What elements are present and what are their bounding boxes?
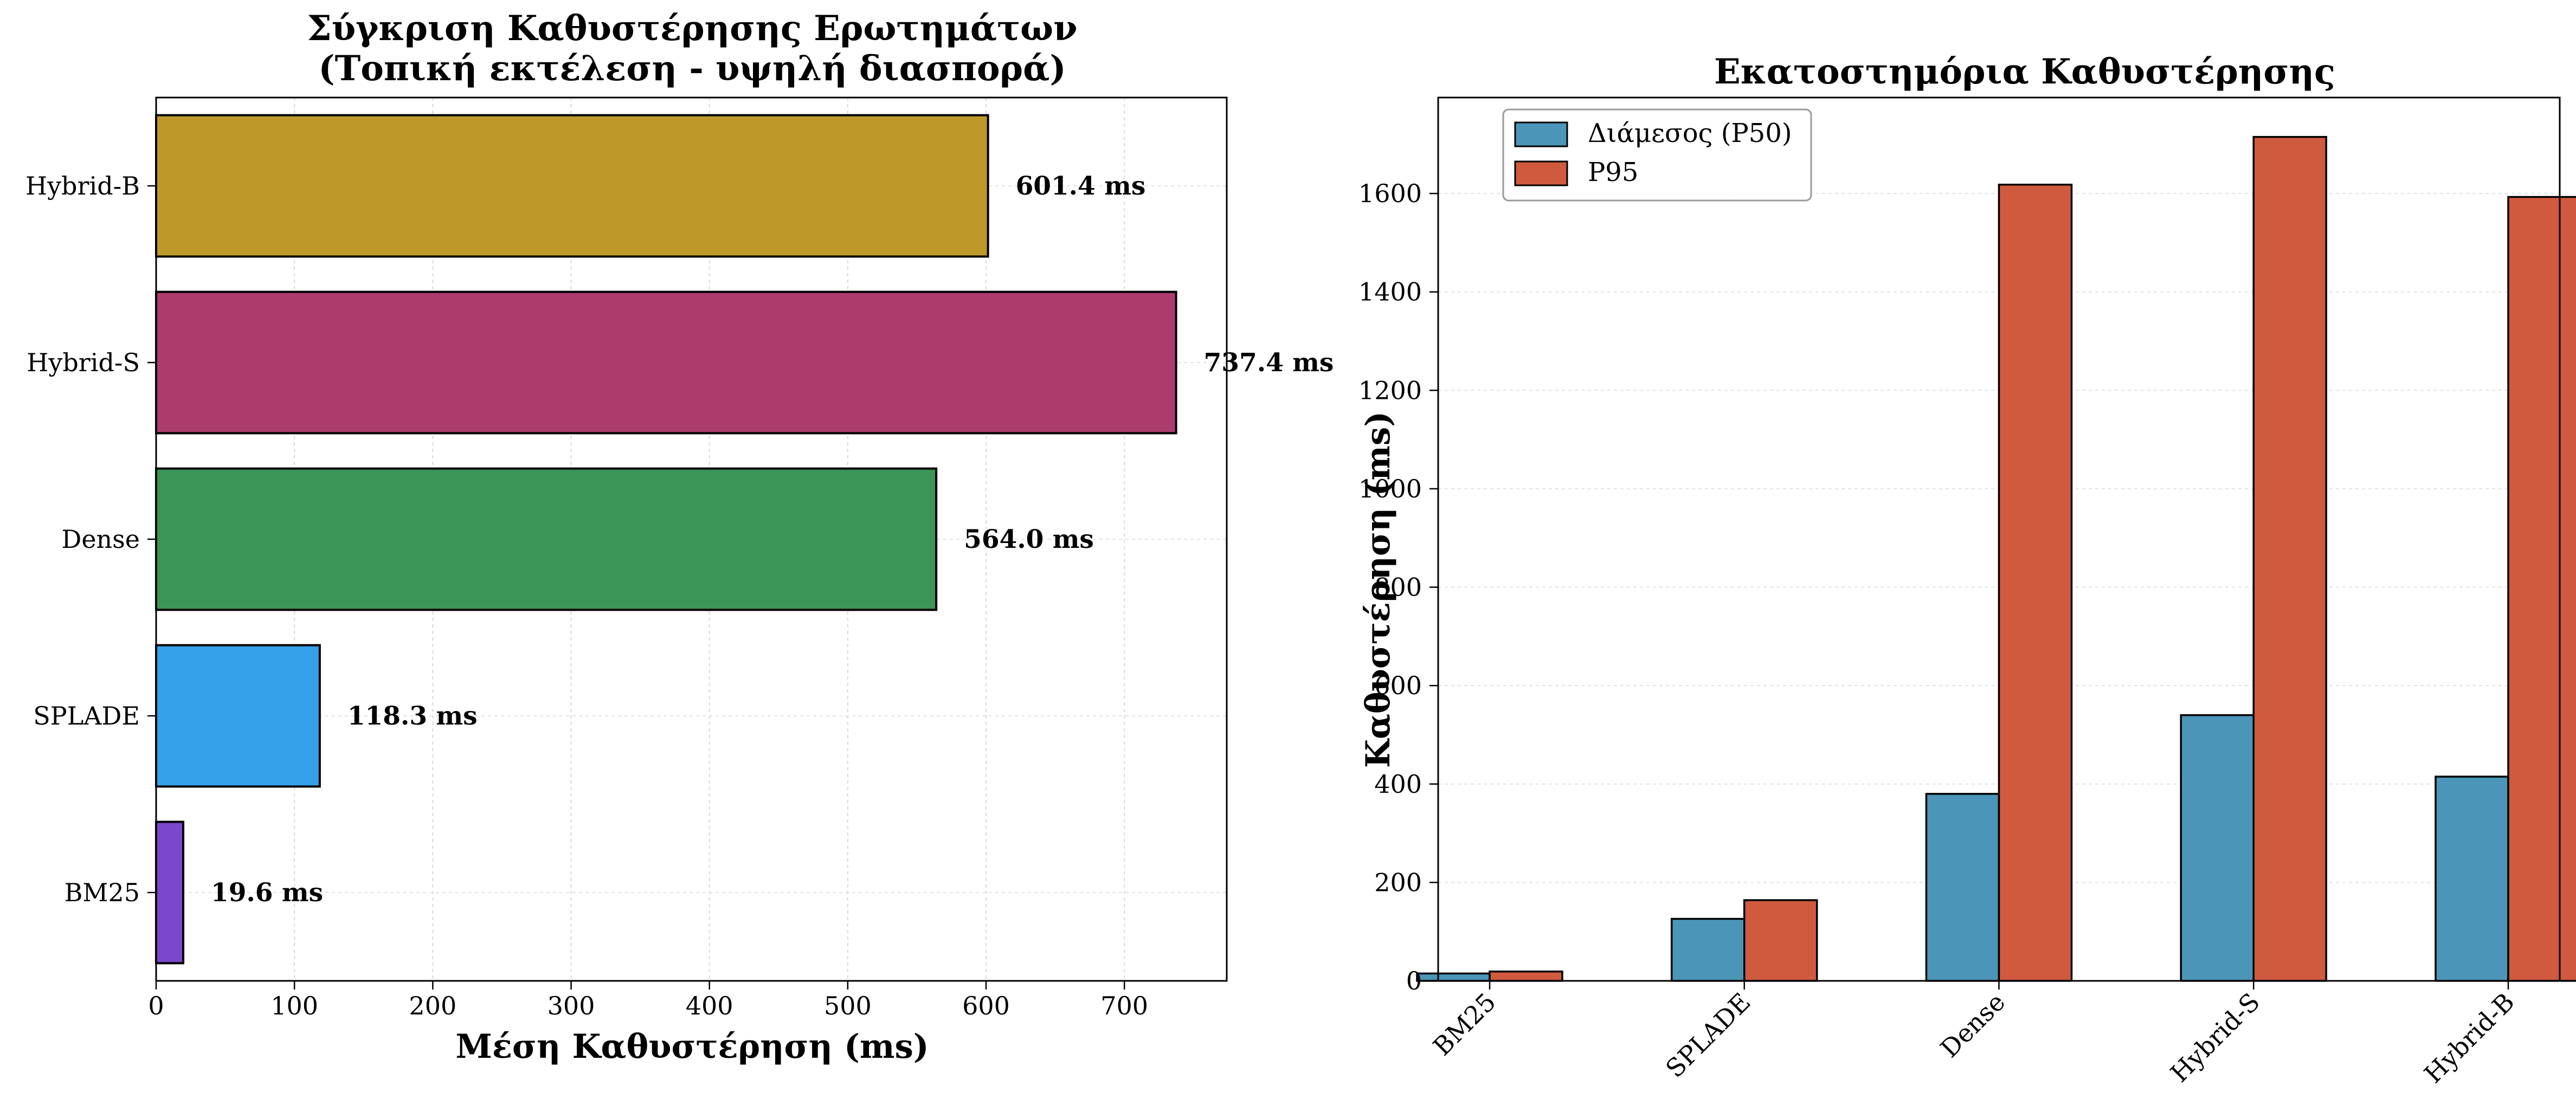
right-bar-p50-splade (1671, 917, 1746, 982)
right-chart-title: Εκατοστημόρια Καθυστέρησης (1714, 51, 2335, 92)
right-y-tick-label: 1000 (1358, 474, 1422, 503)
right-bar-p50-dense (1925, 793, 2000, 982)
right-x-tick-label: Hybrid-S (2165, 987, 2265, 1088)
left-x-tick-label: 0 (148, 991, 164, 1020)
left-bar-dense (155, 467, 938, 611)
right-y-tick-label: 1400 (1358, 277, 1422, 307)
left-chart-x-axis-label: Μέση Καθυστέρηση (ms) (455, 1027, 929, 1066)
right-bar-p95-hybrid-b (2507, 196, 2576, 982)
legend-swatch-p95 (1514, 160, 1568, 186)
right-bar-p50-bm25 (1416, 972, 1491, 982)
left-bar-bm25 (155, 820, 185, 965)
left-y-tick-label: Hybrid-S (27, 348, 140, 377)
right-y-tick-label: 0 (1406, 966, 1422, 995)
legend-label-p50: Διάμεσος (P50) (1588, 118, 1792, 148)
right-chart-legend: Διάμεσος (P50) P95 (1502, 108, 1812, 202)
left-chart-bars: 19.6 ms 118.3 ms 564.0 ms 737.4 ms 601.4 ms (155, 114, 1334, 965)
left-bar-hybrid-b (155, 114, 989, 258)
left-x-tick-label: 500 (824, 991, 872, 1020)
right-y-tick-label: 1200 (1358, 376, 1422, 405)
right-y-tick-label: 400 (1374, 770, 1422, 799)
right-y-tick-label: 600 (1374, 671, 1422, 700)
right-y-tick-label: 1600 (1358, 179, 1422, 208)
left-bar-value-label: 19.6 ms (211, 878, 323, 908)
left-x-tick-label: 200 (409, 991, 456, 1020)
latency-percentiles-chart: Εκατοστημόρια Καθυστέρησης 0 200 400 600 800… (1358, 51, 2576, 1089)
left-x-tick-label: 100 (271, 991, 318, 1020)
left-bar-value-label: 564.0 ms (964, 525, 1094, 554)
latency-comparison-chart: Σύγκριση Καθυστέρησης Ερωτημάτων (Τοπική… (25, 8, 1334, 1066)
right-bar-p95-hybrid-s (2252, 135, 2327, 982)
legend-swatch-p50 (1514, 121, 1568, 147)
left-x-tick-label: 300 (548, 991, 595, 1020)
right-x-tick-label: BM25 (1427, 987, 1502, 1062)
legend-label-p95: P95 (1588, 157, 1638, 188)
right-bar-p50-hybrid-b (2435, 775, 2509, 982)
right-y-tick-label: 200 (1374, 868, 1422, 897)
left-bar-value-label: 737.4 ms (1204, 348, 1334, 378)
left-bar-hybrid-s (155, 290, 1177, 435)
right-bar-p95-bm25 (1489, 970, 1563, 982)
left-chart-axes: 0 100 200 300 400 500 600 700 BM25 SPLADE Dense Hyb… (25, 96, 1228, 1020)
right-y-tick-label: 800 (1374, 573, 1422, 602)
left-y-tick-label: BM25 (65, 878, 140, 907)
left-bar-value-label: 601.4 ms (1016, 171, 1146, 201)
right-bar-p95-dense (1998, 183, 2073, 982)
right-plot-frame (1437, 96, 2561, 982)
left-y-tick-label: Dense (61, 525, 140, 554)
legend-box (1502, 108, 1812, 202)
right-chart-bars (1416, 135, 2576, 982)
left-y-tick-label: SPLADE (33, 701, 140, 730)
right-x-tick-label: SPLADE (1660, 987, 1756, 1083)
left-y-tick-label: Hybrid-B (25, 171, 140, 201)
left-bar-splade (155, 644, 321, 788)
left-plot-frame (155, 96, 1228, 982)
left-x-tick-label: 700 (1100, 991, 1148, 1020)
right-x-tick-label: Dense (1935, 987, 2011, 1063)
right-chart-y-axis-label: Καθυστέρηση (ms) (1359, 411, 1398, 768)
right-bar-p95-splade (1743, 899, 1818, 982)
left-chart-title-line-1: Σύγκριση Καθυστέρησης Ερωτημάτων (307, 8, 1078, 49)
left-chart-title-line-2: (Τοπική εκτέλεση - υψηλή διασπορά) (318, 48, 1066, 89)
left-x-tick-label: 400 (686, 991, 733, 1020)
left-x-tick-label: 600 (962, 991, 1010, 1020)
right-bar-p50-hybrid-s (2180, 714, 2255, 982)
right-x-tick-label: Hybrid-B (2418, 987, 2520, 1089)
left-bar-value-label: 118.3 ms (347, 701, 478, 731)
